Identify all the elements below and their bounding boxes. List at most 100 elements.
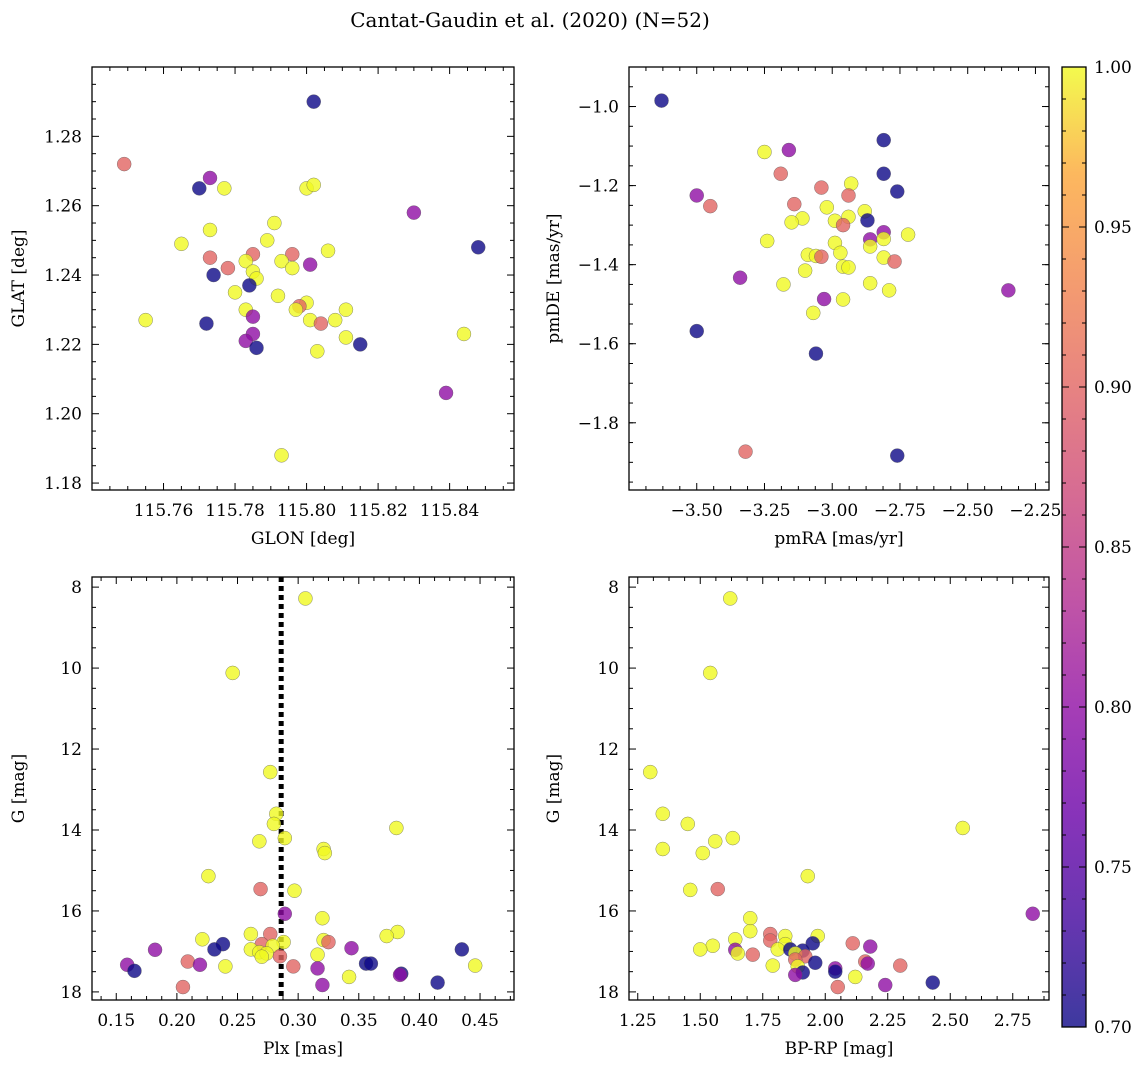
scatter-point (225, 665, 240, 681)
scatter-point (127, 963, 142, 979)
y-tick-label: 16 (60, 902, 82, 922)
colorbar-tick-label: 0.90 (1094, 378, 1132, 398)
x-tick-label: 0.45 (461, 1011, 499, 1031)
y-axis-label: GLAT [deg] (9, 229, 29, 327)
scatter-point (249, 340, 264, 356)
scatter-point (860, 213, 875, 228)
scatter-point (430, 975, 445, 990)
x-tick-label: 115.78 (205, 501, 264, 521)
scatter-point (743, 923, 758, 939)
scatter-point (680, 816, 695, 832)
x-tick-label: 1.50 (681, 1011, 719, 1031)
scatter-point (705, 938, 720, 954)
y-tick-label: 1.20 (44, 405, 82, 425)
scatter-point (805, 936, 820, 951)
scatter-point (363, 956, 379, 971)
x-tick-label: 2.00 (806, 1011, 844, 1031)
scatter-point (784, 215, 799, 230)
colorbar-tick-label: 0.95 (1094, 218, 1132, 238)
scatter-point (814, 249, 829, 265)
x-tick-label: 2.75 (994, 1011, 1032, 1031)
x-tick-label: 115.76 (134, 501, 193, 521)
scatter-point (243, 926, 259, 942)
y-tick-label: 12 (60, 740, 82, 760)
y-axis-label: pmDE [mas/yr] (544, 213, 564, 343)
y-tick-label: −1.2 (578, 177, 619, 197)
scatter-point (315, 977, 330, 993)
scatter-point (757, 144, 772, 160)
scatter-point (765, 958, 780, 973)
axes-frame (91, 66, 515, 491)
scatter-point (848, 969, 863, 985)
scatter-point (723, 591, 738, 606)
x-tick-label: 0.20 (158, 1011, 196, 1031)
scatter-point (1001, 283, 1016, 298)
scatter-point (887, 254, 902, 269)
y-tick-label: 8 (608, 578, 619, 598)
scatter-point (830, 979, 845, 995)
x-tick-label: 0.30 (279, 1011, 317, 1031)
scatter-point (317, 845, 333, 861)
scatter-point (835, 217, 851, 233)
scatter-point (238, 333, 254, 349)
scatter-point (207, 942, 222, 957)
scatter-point (254, 949, 270, 964)
scatter-point (893, 958, 908, 973)
x-tick-label: 0.40 (400, 1011, 438, 1031)
scatter-point (843, 176, 859, 191)
scatter-point (277, 906, 293, 922)
scatter-point (845, 936, 860, 951)
scatter-point (725, 830, 740, 846)
scatter-point (327, 312, 343, 328)
scatter-point (406, 205, 422, 220)
scatter-point (438, 385, 454, 401)
scatter-point (841, 188, 856, 203)
scatter-points (116, 94, 486, 463)
scatter-point (298, 591, 313, 606)
scatter-point (277, 830, 293, 846)
scatter-point (776, 277, 791, 292)
y-tick-label: 12 (597, 740, 619, 760)
scatter-point (654, 93, 669, 108)
scatter-point (286, 959, 301, 974)
scatter-point (199, 316, 214, 331)
scatter-point (683, 882, 698, 898)
y-tick-label: 14 (60, 821, 82, 841)
scatter-point (833, 245, 848, 261)
scatter-point (710, 881, 725, 897)
scatter-point (217, 181, 232, 196)
x-tick-label: 2.50 (931, 1011, 969, 1031)
scatter-point (242, 278, 257, 293)
scatter-point (338, 302, 354, 317)
y-tick-label: −1.4 (578, 256, 619, 276)
y-tick-label: 8 (71, 578, 82, 598)
x-tick-label: −3.25 (738, 501, 790, 521)
scatter-point (202, 222, 218, 238)
scatter-point (876, 231, 891, 247)
scatter-point (341, 969, 357, 985)
x-axis-label: pmRA [mas/yr] (774, 529, 903, 549)
scatter-point (693, 942, 708, 957)
scatter-point (195, 932, 210, 947)
x-tick-label: 0.35 (340, 1011, 378, 1031)
scatter-point (655, 806, 670, 822)
scatter-point (270, 288, 286, 304)
scatter-point (745, 947, 760, 962)
scatter-point (708, 834, 723, 849)
x-tick-label: −3.00 (806, 501, 858, 521)
scatter-point (773, 166, 788, 181)
scatter-point (310, 344, 325, 359)
scatter-point (180, 954, 196, 969)
scatter-point (862, 239, 878, 254)
scatter-point (138, 312, 153, 328)
scatter-point (285, 260, 300, 276)
scatter-point (925, 975, 940, 990)
scatter-point (841, 260, 856, 275)
colorbar-tick-label: 0.75 (1094, 858, 1132, 878)
subplot-plx-g: 0.15 0.20 0.25 0.30 0.35 0.40 0.45 8 10 12 14 16 18 P… (9, 576, 515, 1059)
y-tick-label: 1.24 (44, 266, 82, 286)
scatter-point (835, 292, 851, 307)
subplot-grid: 115.76 115.78 115.80 115.82 115.84 1.18 1.20 1.… (9, 66, 1062, 1059)
scatter-point (770, 942, 785, 957)
